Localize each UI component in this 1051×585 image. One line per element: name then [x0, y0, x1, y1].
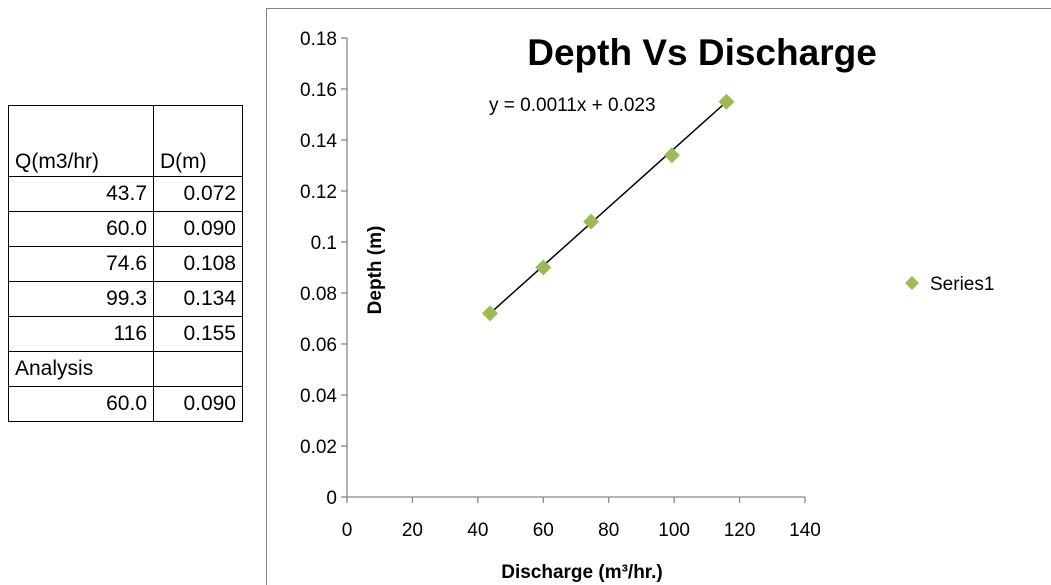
- legend-label: Series1: [930, 274, 994, 295]
- cell-depth[interactable]: 0.155: [153, 316, 243, 352]
- header-discharge[interactable]: Q(m3/hr): [8, 105, 154, 177]
- table-row: 116 0.155: [8, 316, 243, 352]
- data-point: [535, 259, 552, 276]
- cell-depth[interactable]: 0.134: [153, 281, 243, 317]
- x-tick-label: 120: [724, 520, 756, 541]
- x-tick-label: 20: [402, 520, 423, 541]
- cell-discharge[interactable]: 99.3: [8, 281, 154, 317]
- cell-depth[interactable]: 0.108: [153, 246, 243, 282]
- x-tick-label: 40: [467, 520, 488, 541]
- y-tick-label: 0.18: [300, 29, 337, 50]
- y-tick-label: 0.08: [300, 284, 337, 305]
- header-depth[interactable]: D(m): [153, 105, 243, 177]
- table-row: 99.3 0.134: [8, 281, 243, 317]
- cell-depth[interactable]: 0.090: [153, 211, 243, 247]
- x-tick-label: 80: [598, 520, 619, 541]
- data-point: [583, 213, 600, 230]
- cell-analysis-depth[interactable]: 0.090: [153, 386, 243, 422]
- y-tick-label: 0.12: [300, 182, 337, 203]
- y-tick-label: 0.16: [300, 80, 337, 101]
- y-tick-label: 0.06: [300, 335, 337, 356]
- table-row: 74.6 0.108: [8, 246, 243, 282]
- cell-depth[interactable]: 0.072: [153, 176, 243, 212]
- y-tick-label: 0.02: [300, 437, 337, 458]
- y-tick-label: 0.1: [311, 233, 337, 254]
- legend-marker: [905, 276, 919, 290]
- cell-discharge[interactable]: 74.6: [8, 246, 154, 282]
- y-tick-label: 0.14: [300, 131, 337, 152]
- table-row-analysis-label: Analysis: [8, 351, 243, 387]
- cell-discharge[interactable]: 116: [8, 316, 154, 352]
- cell-analysis-discharge[interactable]: 60.0: [8, 386, 154, 422]
- cell-empty[interactable]: [153, 351, 243, 387]
- chart-frame[interactable]: [266, 8, 1051, 585]
- trendline: [489, 101, 727, 314]
- cell-analysis-label[interactable]: Analysis: [8, 351, 154, 387]
- y-axis-label: Depth (m): [365, 226, 386, 315]
- x-tick-label: 0: [342, 520, 353, 541]
- x-tick-label: 140: [789, 520, 821, 541]
- chart-title: Depth Vs Discharge: [527, 32, 877, 73]
- legend: Series1: [905, 274, 994, 295]
- y-tick-label: 0.04: [300, 386, 337, 407]
- x-axis-label: Discharge (m³/hr.): [501, 562, 663, 583]
- table-header-row: Q(m3/hr) D(m): [8, 105, 243, 177]
- data-points: [481, 93, 735, 322]
- y-tick-label: 0: [326, 488, 337, 509]
- trendline-group: [489, 101, 727, 314]
- table-row-analysis: 60.0 0.090: [8, 386, 243, 422]
- table-row: 60.0 0.090: [8, 211, 243, 247]
- table-row: 43.7 0.072: [8, 176, 243, 212]
- x-tick-label: 60: [533, 520, 554, 541]
- data-point: [718, 93, 735, 110]
- data-point: [481, 305, 498, 322]
- data-table: Q(m3/hr) D(m) 43.7 0.072 60.0 0.090 74.6…: [8, 105, 243, 422]
- trendline-equation: y = 0.0011x + 0.023: [489, 95, 656, 116]
- axes: 0 0.02 0.04 0.06 0.08 0.1 0.12 0.14 0.16 0.18 0 20 4…: [300, 29, 821, 541]
- data-point: [663, 147, 680, 164]
- x-tick-label: 100: [658, 520, 690, 541]
